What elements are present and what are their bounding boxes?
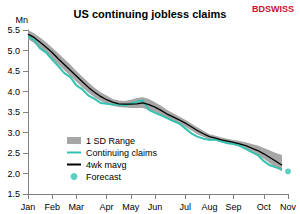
svg-text:Feb: Feb: [44, 202, 60, 212]
svg-text:2.0: 2.0: [7, 169, 20, 179]
svg-text:Jun: Jun: [148, 202, 163, 212]
svg-text:Sep: Sep: [226, 202, 242, 212]
svg-text:Mar: Mar: [69, 202, 85, 212]
svg-text:3.0: 3.0: [7, 128, 20, 138]
svg-text:5.0: 5.0: [7, 46, 20, 56]
svg-text:Aug: Aug: [201, 202, 217, 212]
svg-text:4.5: 4.5: [7, 66, 20, 76]
svg-text:Jul: Jul: [179, 202, 191, 212]
svg-text:May: May: [122, 202, 140, 212]
svg-text:Jan: Jan: [21, 202, 36, 212]
svg-text:Nov: Nov: [280, 202, 297, 212]
svg-text:Continuing claims: Continuing claims: [86, 148, 158, 158]
svg-text:4wk mavg: 4wk mavg: [86, 160, 127, 170]
svg-text:BDSWISS: BDSWISS: [252, 4, 294, 14]
svg-text:US continuing jobless claims: US continuing jobless claims: [74, 8, 227, 20]
svg-text:Apr: Apr: [100, 202, 114, 212]
svg-text:Mn: Mn: [15, 15, 28, 25]
svg-text:5.5: 5.5: [7, 25, 20, 35]
svg-text:4.0: 4.0: [7, 87, 20, 97]
svg-text:1.5: 1.5: [7, 189, 20, 199]
svg-text:Forecast: Forecast: [86, 172, 122, 182]
svg-text:Oct: Oct: [257, 202, 272, 212]
svg-text:1 SD Range: 1 SD Range: [86, 136, 135, 146]
svg-text:3.5: 3.5: [7, 107, 20, 117]
svg-text:2.5: 2.5: [7, 148, 20, 158]
